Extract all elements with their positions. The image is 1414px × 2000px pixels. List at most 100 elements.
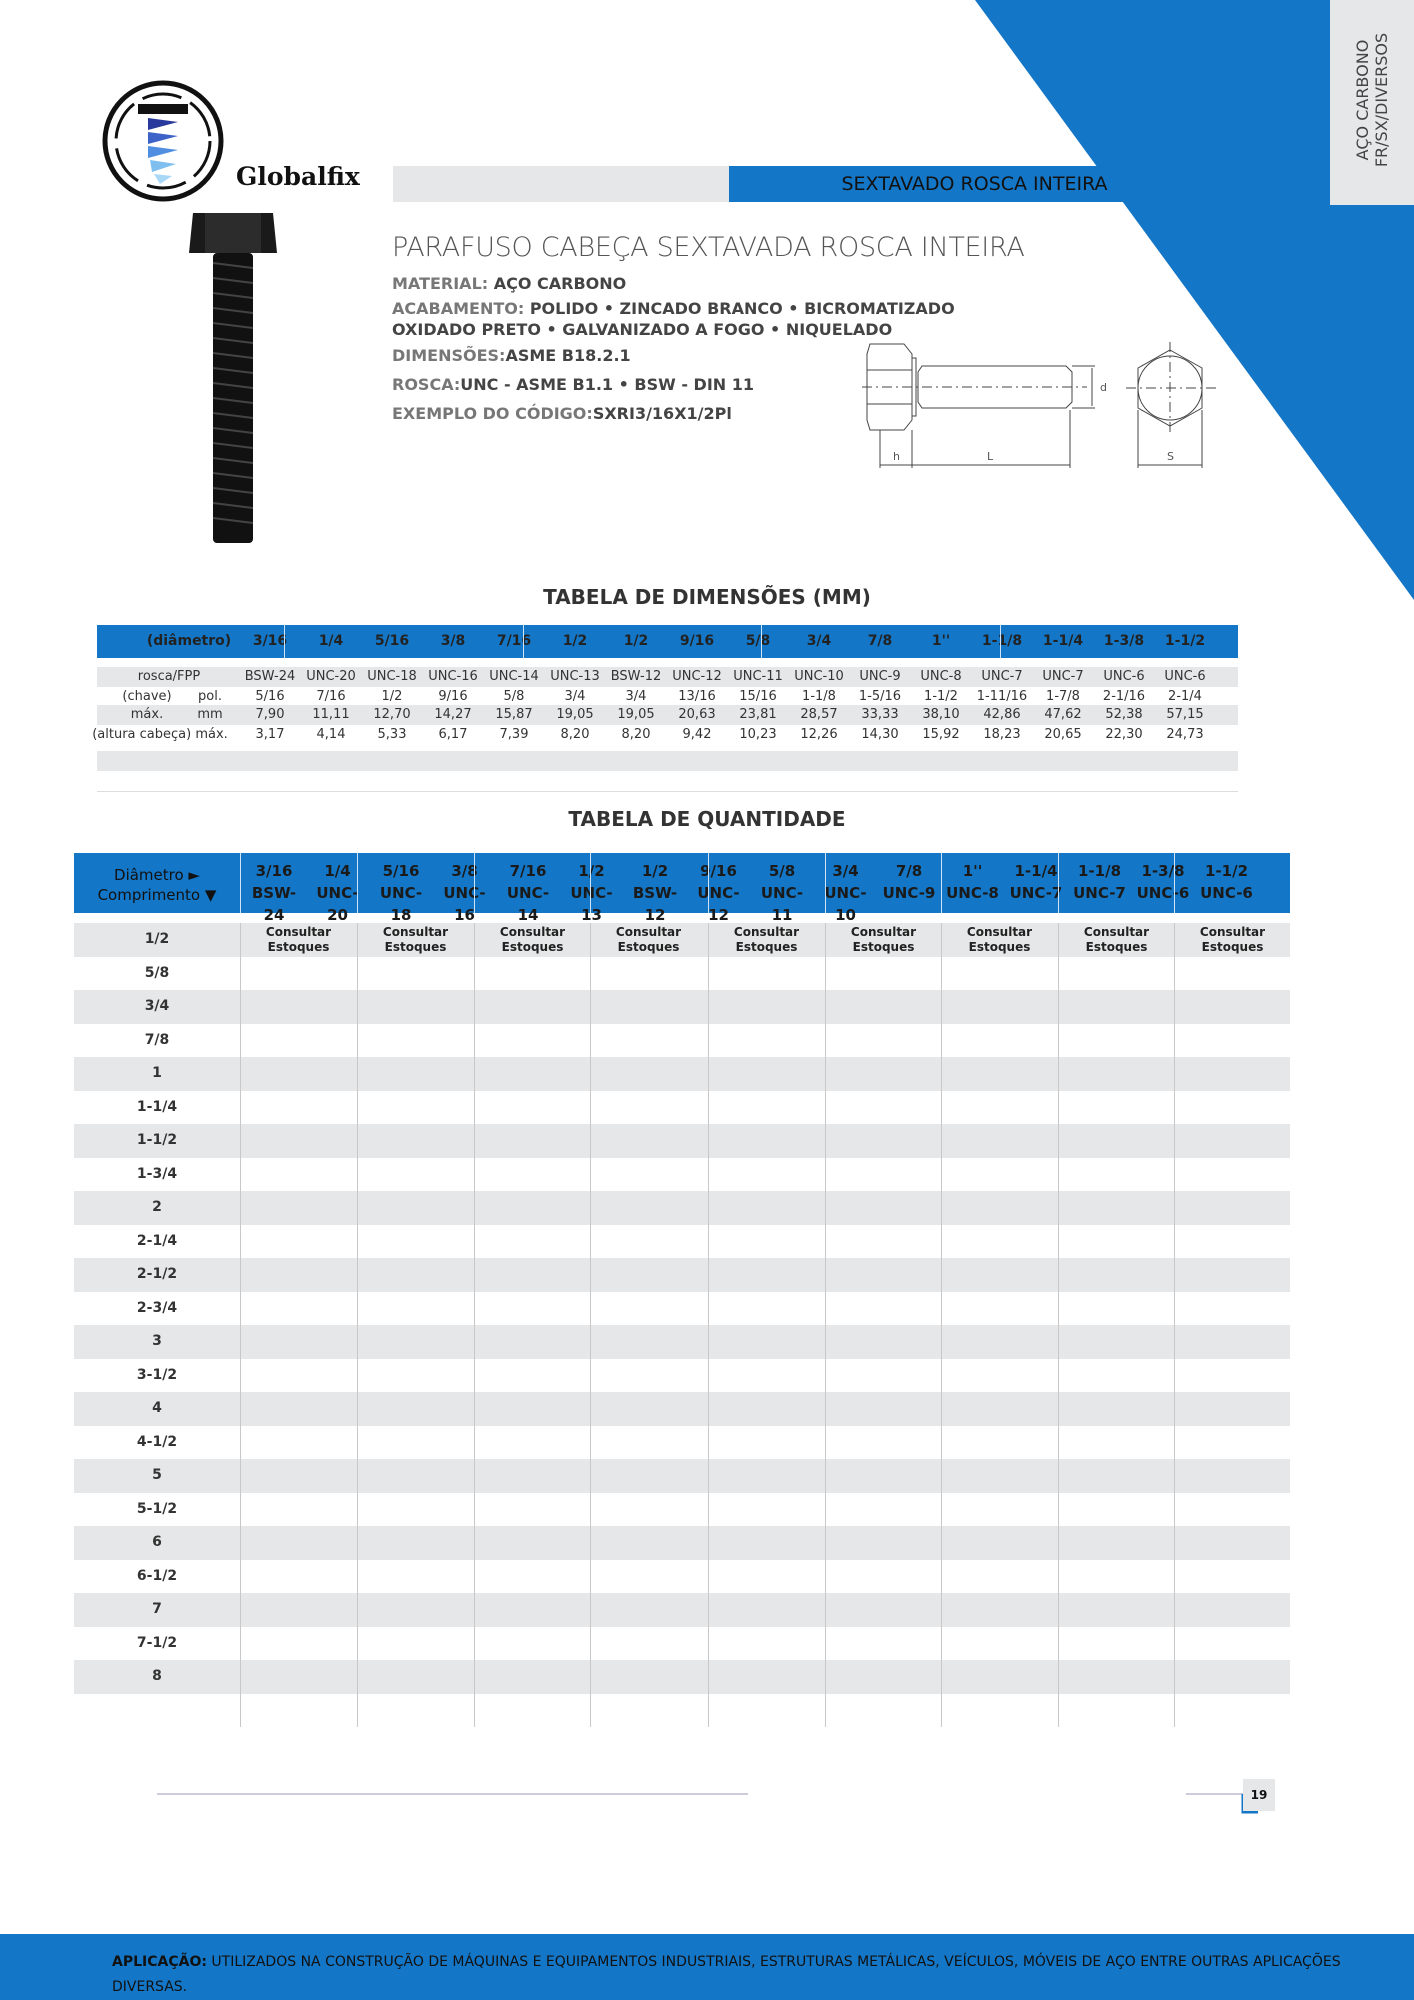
column-divider [941, 1291, 942, 1325]
diameter-column-header: 1/2 BSW-12 [624, 860, 686, 926]
column-divider [240, 1157, 241, 1191]
dimension-cell: 14,27 [434, 707, 472, 722]
dimension-cell: 5,33 [377, 727, 407, 742]
column-divider [474, 1660, 475, 1694]
finish-key: ACABAMENTO: [392, 299, 530, 318]
decorative-blue-triangle [975, 0, 1414, 600]
column-divider [240, 923, 241, 957]
quantity-row: 3 [74, 1325, 1290, 1359]
row-label: rosca/FPP [137, 669, 201, 684]
column-divider [240, 1526, 241, 1560]
thread-value: UNC-12 [697, 884, 740, 924]
column-divider [825, 1157, 826, 1191]
quantity-row: 3-1/2 [74, 1358, 1290, 1392]
column-divider [1174, 1291, 1175, 1325]
diameter-value: 3/16 [255, 862, 293, 880]
quantity-row: 5-1/2 [74, 1492, 1290, 1526]
column-divider [1174, 923, 1175, 957]
diameter-value: 1-3/8 [1141, 862, 1185, 880]
column-divider [474, 1459, 475, 1493]
quantity-row: 4-1/2 [74, 1425, 1290, 1459]
quantity-row: 4 [74, 1392, 1290, 1426]
column-divider [1174, 1023, 1175, 1057]
quantity-row: 6-1/2 [74, 1559, 1290, 1593]
dimension-cell: 1-11/16 [976, 689, 1028, 704]
diameter-column-header: 3/16 BSW-24 [243, 860, 305, 926]
material-key: MATERIAL: [392, 274, 494, 293]
column-divider [357, 1660, 358, 1694]
column-divider [708, 1425, 709, 1459]
column-divider [357, 1057, 358, 1091]
dimension-cell: 15/16 [739, 689, 777, 704]
column-divider [240, 1191, 241, 1225]
dimension-cell: 18,23 [983, 727, 1021, 742]
dimensions-row: rosca/FPP BSW-24 UNC-20 UNC-18 UNC-16 UNC-14 U… [97, 667, 1238, 687]
column-divider [357, 1559, 358, 1593]
column-divider [941, 1358, 942, 1392]
dimension-cell: 12,70 [373, 707, 411, 722]
dimension-cell: UNC-9 [859, 669, 901, 684]
diameter-header-cell: 1'' [931, 633, 951, 649]
column-divider [357, 1124, 358, 1158]
dimensions-line: DIMENSÕES:ASME B18.2.1 [392, 346, 631, 365]
column-divider [1058, 1626, 1059, 1660]
column-divider [1174, 1593, 1175, 1627]
diameter-column-header: 7/16 UNC-14 [497, 860, 559, 926]
column-divider [357, 1191, 358, 1225]
column-divider [941, 1526, 942, 1560]
column-divider [590, 1157, 591, 1191]
column-divider [1174, 1258, 1175, 1292]
dimension-cell: 42,86 [983, 707, 1021, 722]
column-divider [1058, 853, 1059, 913]
column-divider [357, 1358, 358, 1392]
column-divider [1174, 1660, 1175, 1694]
diameter-header-label: (diâmetro) [146, 633, 232, 649]
application-text: UTILIZADOS NA CONSTRUÇÃO DE MÁQUINAS E E… [112, 1954, 1341, 1995]
dimension-cell: UNC-7 [1042, 669, 1084, 684]
column-divider [825, 1191, 826, 1225]
column-divider [590, 1124, 591, 1158]
column-divider [474, 1492, 475, 1526]
diameter-column-header: 1-1/4 UNC-7 [1005, 860, 1067, 904]
diameter-column-header: 1-1/2 UNC-6 [1196, 860, 1258, 904]
column-divider [1058, 1191, 1059, 1225]
length-label: 1 [152, 1065, 162, 1081]
column-divider [708, 1124, 709, 1158]
thread-value: BSW-12 [632, 884, 678, 924]
column-divider [708, 1492, 709, 1526]
diameter-header-cell: 3/16 [252, 633, 288, 649]
dimension-cell: 5/16 [255, 689, 285, 704]
length-label: 1-3/4 [136, 1165, 178, 1182]
bolt-technical-drawing: h L d S [862, 342, 1216, 468]
dimension-cell: BSW-24 [244, 669, 296, 684]
dimension-cell: 8,20 [621, 727, 651, 742]
diameter-value: 5/16 [382, 862, 420, 880]
column-divider [590, 1593, 591, 1627]
material-line: MATERIAL: AÇO CARBONO [392, 274, 626, 293]
column-divider [825, 1425, 826, 1459]
diameter-header-cell: 1-3/8 [1103, 633, 1145, 649]
column-divider [240, 1392, 241, 1426]
column-divider [1174, 853, 1175, 913]
column-divider [941, 1191, 942, 1225]
dimension-cell: 23,81 [739, 707, 777, 722]
diameter-label: Diâmetro ► [114, 866, 200, 884]
thread-value: UNC-7 [1009, 884, 1063, 902]
length-label: 6 [152, 1534, 162, 1550]
column-divider [708, 1191, 709, 1225]
diameter-value: 1/2 [578, 862, 605, 880]
quantity-row: 7/8 [74, 1023, 1290, 1057]
diameter-header-cell: 1/4 [318, 633, 344, 649]
column-divider [590, 1358, 591, 1392]
dimension-cell: 19,05 [617, 707, 655, 722]
column-divider [590, 1325, 591, 1359]
column-divider [590, 1526, 591, 1560]
column-divider [825, 1291, 826, 1325]
length-label: 1-1/2 [136, 1132, 178, 1148]
column-divider [1174, 1057, 1175, 1091]
column-divider [474, 1258, 475, 1292]
quantity-table-header: Diâmetro ► Comprimento ▼ 3/16 BSW-24 1/4 UN… [74, 853, 1290, 924]
column-divider [590, 1559, 591, 1593]
length-label: 3-1/2 [136, 1366, 178, 1383]
column-divider [1058, 1425, 1059, 1459]
